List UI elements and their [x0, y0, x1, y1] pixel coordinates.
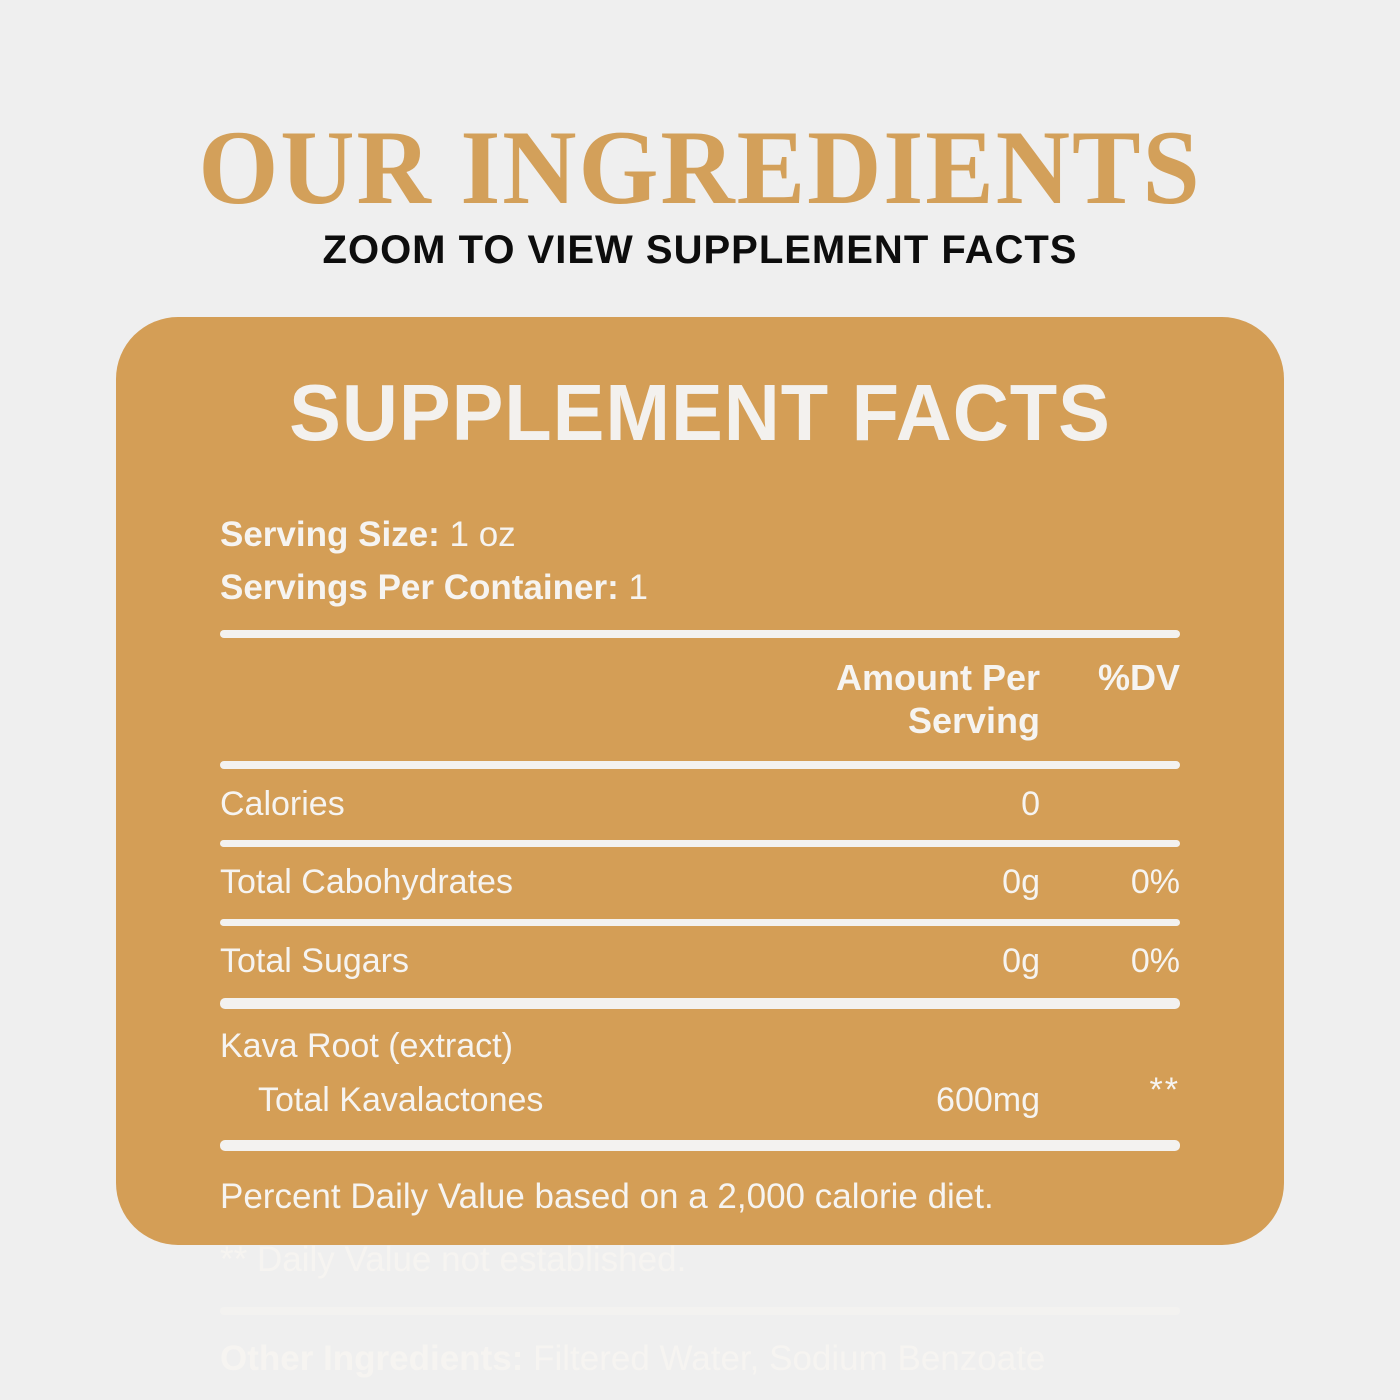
table-row-carbohydrates: Total Cabohydrates 0g 0%	[220, 847, 1180, 919]
column-dv: %DV	[1097, 657, 1180, 699]
row-amount: 600mg	[936, 1080, 1040, 1119]
divider	[220, 919, 1180, 927]
row-name: Kava Root (extract)	[220, 1027, 513, 1066]
divider	[220, 998, 1180, 1010]
serving-info: Serving Size: 1 oz Servings Per Containe…	[220, 509, 1180, 614]
row-amount: 0	[1021, 784, 1040, 823]
table-row-kava-root: Kava Root (extract)	[220, 1009, 1180, 1067]
row-dv: 0%	[1130, 863, 1180, 902]
other-ingredients-label: Other Ingredients:	[220, 1338, 524, 1378]
servings-per-container-label: Servings Per Container:	[220, 567, 619, 607]
table-header-row: Amount Per Serving %DV	[220, 656, 1180, 742]
page-title: OUR INGREDIENTS	[198, 109, 1202, 226]
divider	[220, 1139, 1180, 1151]
row-dv: 0%	[1130, 942, 1180, 981]
panel-heading: SUPPLEMENT FACTS	[289, 368, 1111, 458]
serving-size-value: 1 oz	[449, 515, 516, 555]
page-subtitle: ZOOM TO VIEW SUPPLEMENT FACTS	[322, 228, 1078, 273]
other-ingredients-line: Other Ingredients: Filtered Water, Sodiu…	[220, 1338, 1180, 1380]
divider	[220, 1306, 1180, 1315]
serving-size-line: Serving Size: 1 oz	[220, 509, 1180, 562]
row-name: Total Cabohydrates	[220, 863, 513, 902]
row-name: Calories	[220, 784, 345, 823]
serving-size-label: Serving Size:	[220, 515, 440, 555]
supplement-facts-panel: SUPPLEMENT FACTS Serving Size: 1 oz Serv…	[116, 317, 1284, 1378]
row-amount: 0g	[1002, 942, 1040, 981]
row-dv-asterisks: **	[1149, 1070, 1180, 1109]
daily-value-footnote: Percent Daily Value based on a 2,000 cal…	[220, 1176, 994, 1216]
row-name: Total Sugars	[220, 942, 409, 981]
divider	[220, 760, 1180, 769]
divider	[220, 630, 1180, 639]
not-established-footnote: ** Daily Value not established.	[220, 1239, 687, 1279]
page-header: OUR INGREDIENTS ZOOM TO VIEW SUPPLEMENT …	[0, 0, 1400, 273]
other-ingredients-value: Filtered Water, Sodium Benzoate	[533, 1338, 1046, 1378]
servings-per-container-value: 1	[628, 567, 648, 607]
row-amount: 0g	[1002, 863, 1040, 902]
row-name: Total Kavalactones	[258, 1080, 544, 1119]
servings-per-container-line: Servings Per Container: 1	[220, 562, 1180, 615]
table-row-kavalactones: Total Kavalactones 600mg **	[220, 1067, 1180, 1140]
divider	[220, 840, 1180, 848]
table-row-sugars: Total Sugars 0g 0%	[220, 926, 1180, 998]
column-amount-per-serving: Amount Per Serving	[835, 657, 1040, 742]
table-row-calories: Calories 0	[220, 769, 1180, 841]
